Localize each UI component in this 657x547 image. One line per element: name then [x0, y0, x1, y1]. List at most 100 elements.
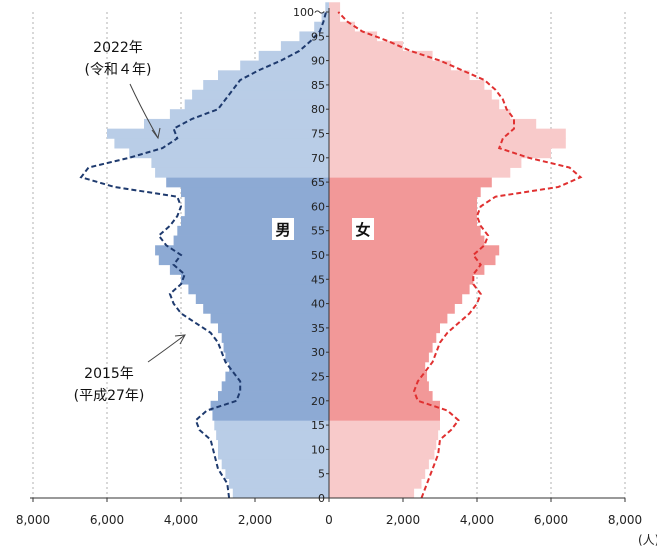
male-bar	[218, 439, 329, 450]
male-bar	[216, 429, 329, 441]
female-bar	[329, 468, 426, 479]
male-bar	[203, 80, 329, 91]
female-bar	[329, 313, 448, 324]
age-tick-label: 75	[311, 128, 325, 141]
female-label: 女	[355, 221, 370, 239]
male-bar	[169, 109, 329, 120]
male-bar	[229, 478, 329, 489]
female-bar	[329, 177, 492, 188]
male-bar	[177, 225, 329, 236]
age-tick-label: 10	[311, 443, 325, 456]
male-bar	[192, 89, 329, 100]
female-bar	[329, 459, 429, 470]
female-bar	[329, 439, 437, 450]
male-bar	[258, 50, 329, 61]
age-tick-label: 55	[311, 225, 325, 238]
annotation-2022-arrowhead	[151, 127, 161, 140]
male-bar	[232, 488, 329, 499]
male-bar	[225, 468, 329, 479]
male-bar	[314, 21, 329, 32]
male-bar	[129, 148, 329, 159]
female-bar	[329, 31, 378, 42]
female-bar	[329, 332, 437, 343]
age-tick-label: 25	[311, 371, 325, 384]
male-bar	[214, 420, 329, 431]
male-bar	[151, 157, 329, 168]
annotation-2022-leader	[129, 83, 159, 139]
male-bar	[203, 303, 329, 314]
age-tick-label: 40	[311, 298, 325, 311]
age-tick-label: 30	[311, 346, 325, 359]
male-bar	[155, 245, 329, 256]
male-2015-line	[79, 11, 328, 499]
male-bar	[169, 264, 329, 275]
female-bar	[329, 352, 429, 363]
male-bar	[181, 216, 329, 227]
annotation-2015-arrowhead	[174, 334, 186, 345]
male-bar	[144, 118, 329, 130]
female-bar	[329, 89, 492, 100]
male-bar	[221, 332, 329, 343]
female-bar	[329, 381, 429, 392]
female-bar	[329, 50, 433, 61]
female-bar	[329, 21, 355, 32]
female-bar	[329, 361, 426, 373]
female-bar	[329, 255, 496, 266]
age-tick-label: 90	[311, 55, 325, 68]
male-bar	[107, 128, 329, 139]
male-bar	[195, 293, 329, 304]
male-bars	[107, 2, 330, 499]
male-bar	[218, 323, 329, 334]
female-bar	[329, 2, 341, 13]
male-bar	[225, 352, 329, 363]
age-tick-label: 100〜	[293, 6, 325, 19]
annotation-2015-leader	[147, 334, 186, 363]
male-label: 男	[275, 221, 290, 239]
male-bar	[173, 235, 329, 246]
female-bar	[329, 80, 485, 91]
annotation-2015: 2015年 (平成27年)	[74, 334, 186, 404]
annotation-2015-era: (平成27年)	[74, 388, 145, 404]
female-bar	[329, 157, 522, 168]
population-tick-label: 8,000	[608, 513, 642, 527]
age-tick-label: 5	[318, 468, 325, 481]
age-tick-label: 60	[311, 200, 325, 213]
male-bar	[210, 400, 329, 411]
female-2015-line	[337, 11, 583, 499]
population-tick-label: 4,000	[460, 513, 494, 527]
population-tick-label: 2,000	[386, 513, 420, 527]
female-bar	[329, 138, 566, 149]
female-bar	[329, 60, 452, 71]
female-bar	[329, 167, 511, 178]
male-bar	[218, 70, 329, 81]
male-bar	[223, 342, 329, 353]
female-bar	[329, 371, 428, 382]
male-bar	[114, 138, 330, 149]
female-bar	[329, 274, 474, 285]
female-bar	[329, 429, 439, 441]
female-bar	[329, 264, 485, 275]
female-bar	[329, 225, 481, 236]
population-tick-label: 6,000	[90, 513, 124, 527]
age-tick-label: 20	[311, 395, 325, 408]
male-label-box: 男	[272, 218, 294, 240]
age-tick-label: 80	[311, 103, 325, 116]
age-tick-label: 65	[311, 176, 325, 189]
male-bar	[221, 459, 329, 470]
male-bar	[184, 196, 329, 207]
female-bar	[329, 478, 422, 489]
male-bar	[181, 274, 329, 285]
population-tick-label: 6,000	[534, 513, 568, 527]
female-bar	[329, 342, 433, 353]
age-tick-label: 15	[311, 419, 325, 432]
female-bar	[329, 99, 500, 110]
female-bar	[329, 148, 551, 159]
female-bar	[329, 245, 500, 256]
female-bar	[329, 128, 566, 139]
female-bar	[329, 391, 433, 402]
female-bar	[329, 284, 470, 295]
male-bar	[221, 381, 329, 392]
age-tick-labels: 0 5 10 15 20 25 30 35 40 45 50 55 60 65 70 75 80 85 90 95 10…	[293, 6, 329, 505]
population-tick-labels: 8,000 6,000 4,000 2,000 0 2,000 4,000 6,000 8,00…	[16, 498, 642, 527]
